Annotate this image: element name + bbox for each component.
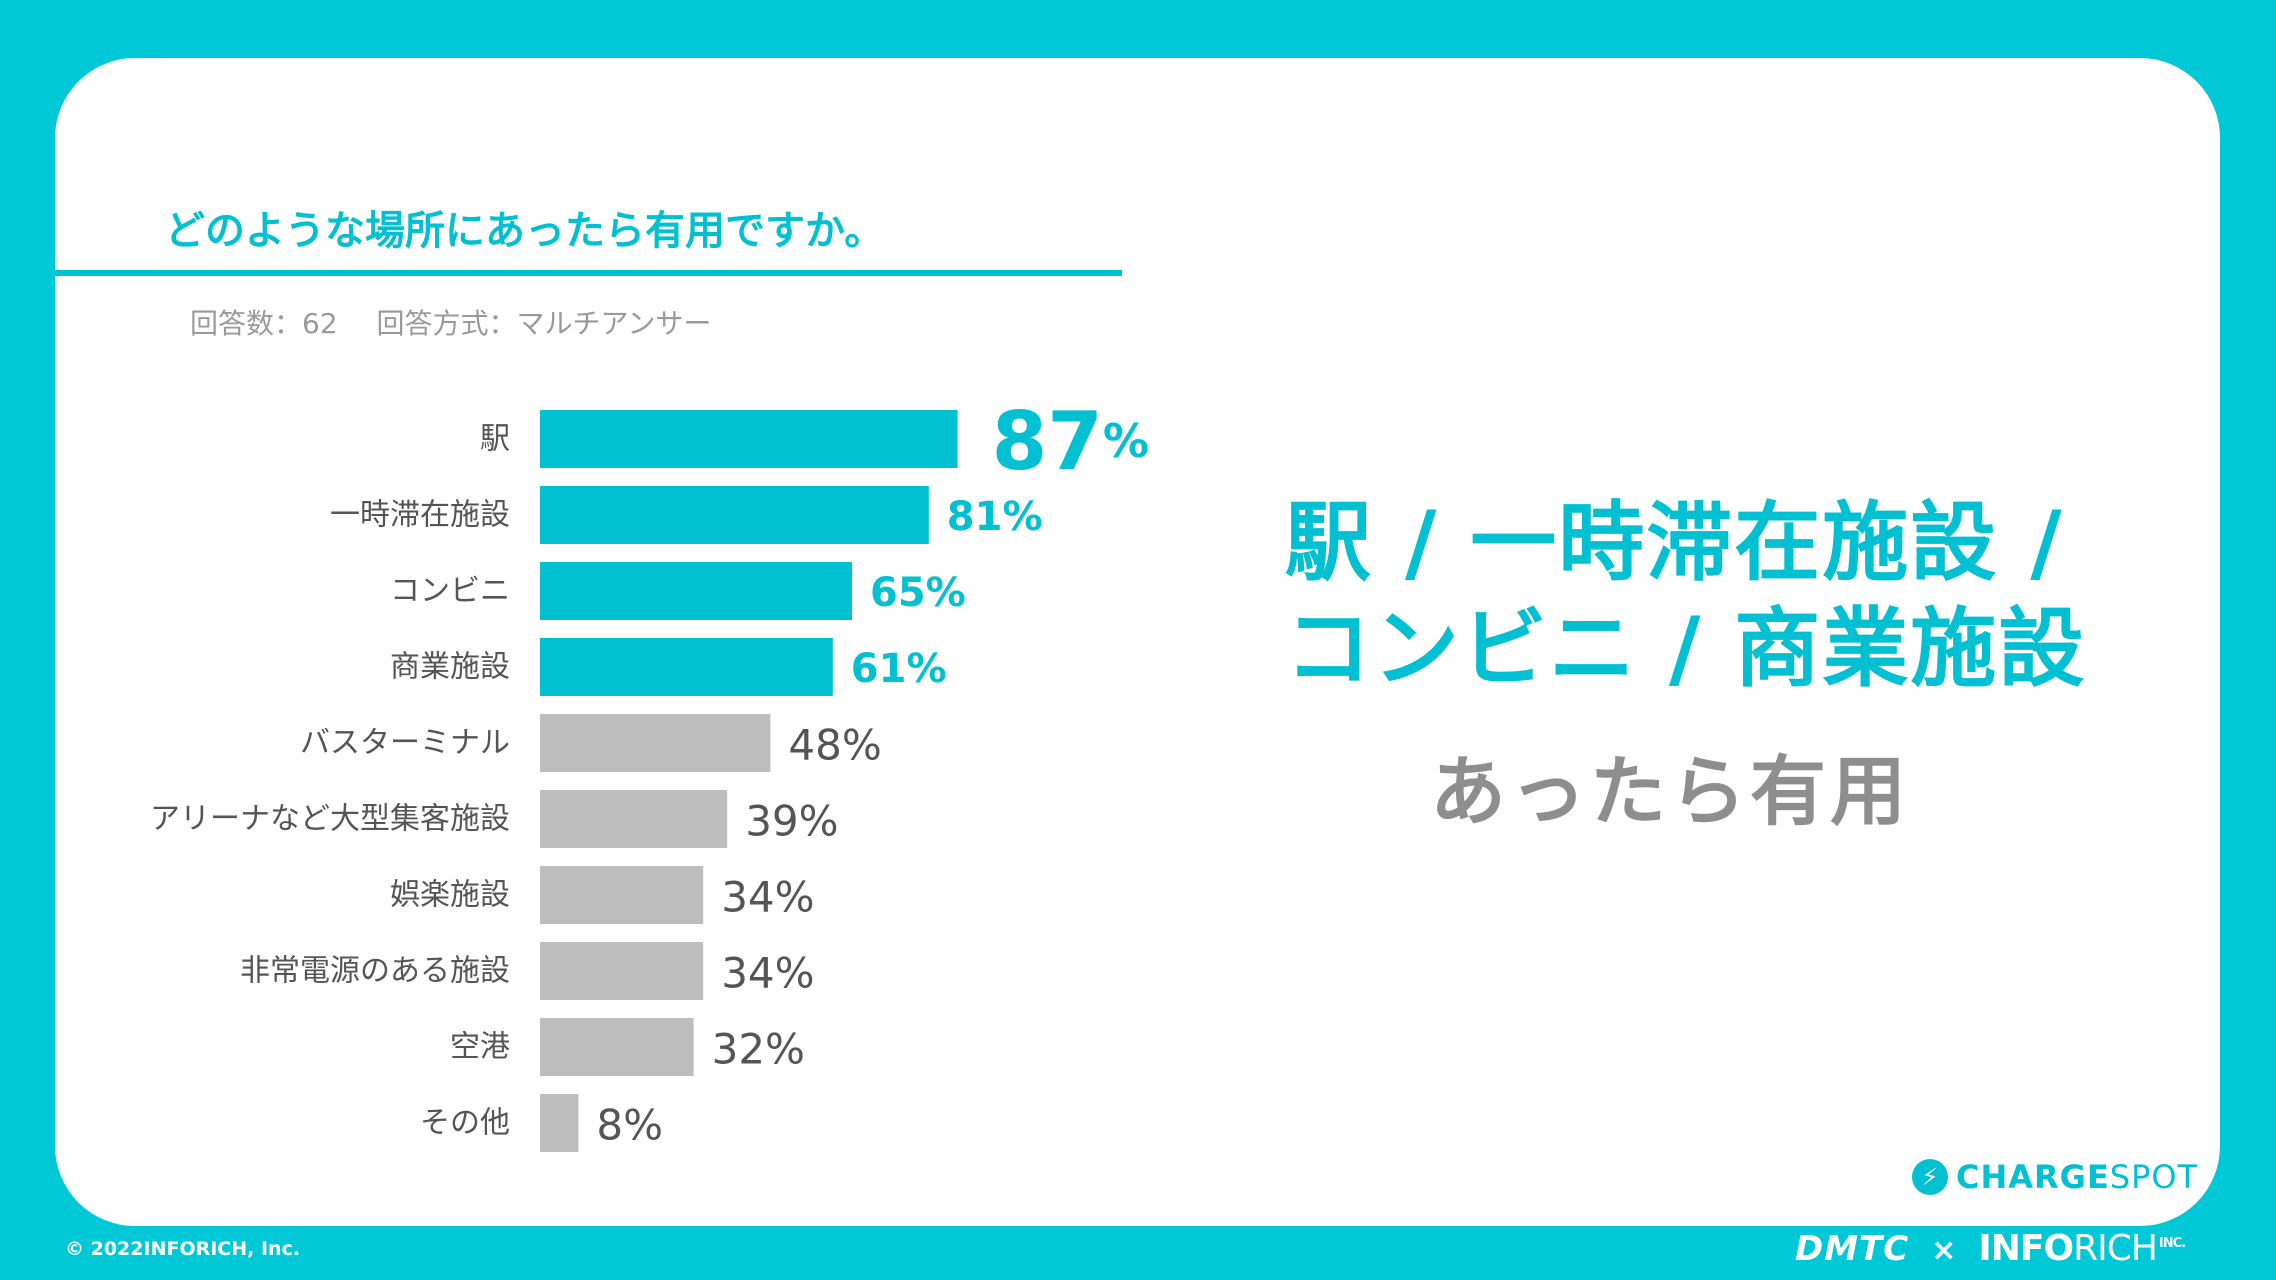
- dmtc-logo: DMTC: [1795, 1229, 1910, 1269]
- category-label-0: 駅: [480, 422, 510, 457]
- value-label-2: 65%: [870, 570, 966, 616]
- answer-method: 回答方式：マルチアンサー: [376, 307, 712, 340]
- value-label-3: 61%: [851, 646, 947, 692]
- chart-title: どのような場所にあったら有用ですか。: [165, 208, 885, 254]
- bar-5: [540, 790, 728, 848]
- bar-8: [540, 1018, 694, 1076]
- lightning-bolt-icon: ⚡: [1912, 1159, 1948, 1195]
- bar-7: [540, 942, 704, 1000]
- content-card: [55, 58, 2220, 1226]
- brand-light: SPOT: [2109, 1158, 2199, 1196]
- headline-line-1: 駅 / 一時滞在施設 /: [1285, 493, 2064, 593]
- bar-2: [540, 562, 852, 620]
- value-label-4: 48%: [788, 721, 881, 770]
- brand-strong: CHARGE: [1956, 1158, 2110, 1196]
- category-label-7: 非常電源のある施設: [240, 954, 510, 989]
- value-label-5: 39%: [745, 797, 838, 846]
- bar-0: [540, 410, 958, 468]
- category-label-2: コンビニ: [390, 574, 510, 609]
- brand-wordmark: CHARGESPOT: [1956, 1158, 2198, 1196]
- category-label-1: 一時滞在施設: [330, 498, 510, 533]
- cross-separator: ×: [1931, 1233, 1957, 1268]
- value-label-6: 34%: [721, 873, 814, 922]
- copyright: © 2022INFORICH, Inc.: [65, 1238, 301, 1260]
- bar-3: [540, 638, 833, 696]
- inforich-suffix: INC.: [2158, 1236, 2186, 1251]
- bar-6: [540, 866, 704, 924]
- value-label-9: 8%: [596, 1101, 663, 1150]
- bar-1: [540, 486, 929, 544]
- value-label-0: 87%: [992, 395, 1149, 488]
- inforich-logo: INFORICH INC.: [1978, 1228, 2186, 1269]
- inforich-light: RICH: [2073, 1228, 2158, 1269]
- headline-sub: あったら有用: [1430, 747, 1910, 836]
- title-underline: [55, 270, 1122, 276]
- inforich-bold: INFO: [1978, 1228, 2074, 1269]
- headline: 駅 / 一時滞在施設 / コンビニ / 商業施設: [1285, 490, 2086, 702]
- value-label-7: 34%: [721, 949, 814, 998]
- value-label-1: 81%: [947, 494, 1043, 540]
- category-label-6: 娯楽施設: [390, 878, 510, 913]
- partner-logos: DMTC × INFORICH INC.: [1795, 1228, 2186, 1269]
- survey-meta: 回答数：62 回答方式：マルチアンサー: [190, 302, 741, 342]
- value-label-8: 32%: [712, 1025, 805, 1074]
- category-label-9: その他: [420, 1106, 510, 1141]
- bar-4: [540, 714, 771, 772]
- chargespot-logo: ⚡ CHARGESPOT: [1912, 1158, 2198, 1196]
- headline-line-2: コンビニ / 商業施設: [1285, 599, 2087, 699]
- category-label-8: 空港: [450, 1030, 510, 1065]
- category-label-4: バスターミナル: [300, 726, 510, 761]
- category-label-5: アリーナなど大型集客施設: [150, 802, 510, 837]
- bar-9: [540, 1094, 579, 1152]
- respondent-count: 回答数：62: [190, 307, 338, 340]
- category-label-3: 商業施設: [390, 650, 510, 685]
